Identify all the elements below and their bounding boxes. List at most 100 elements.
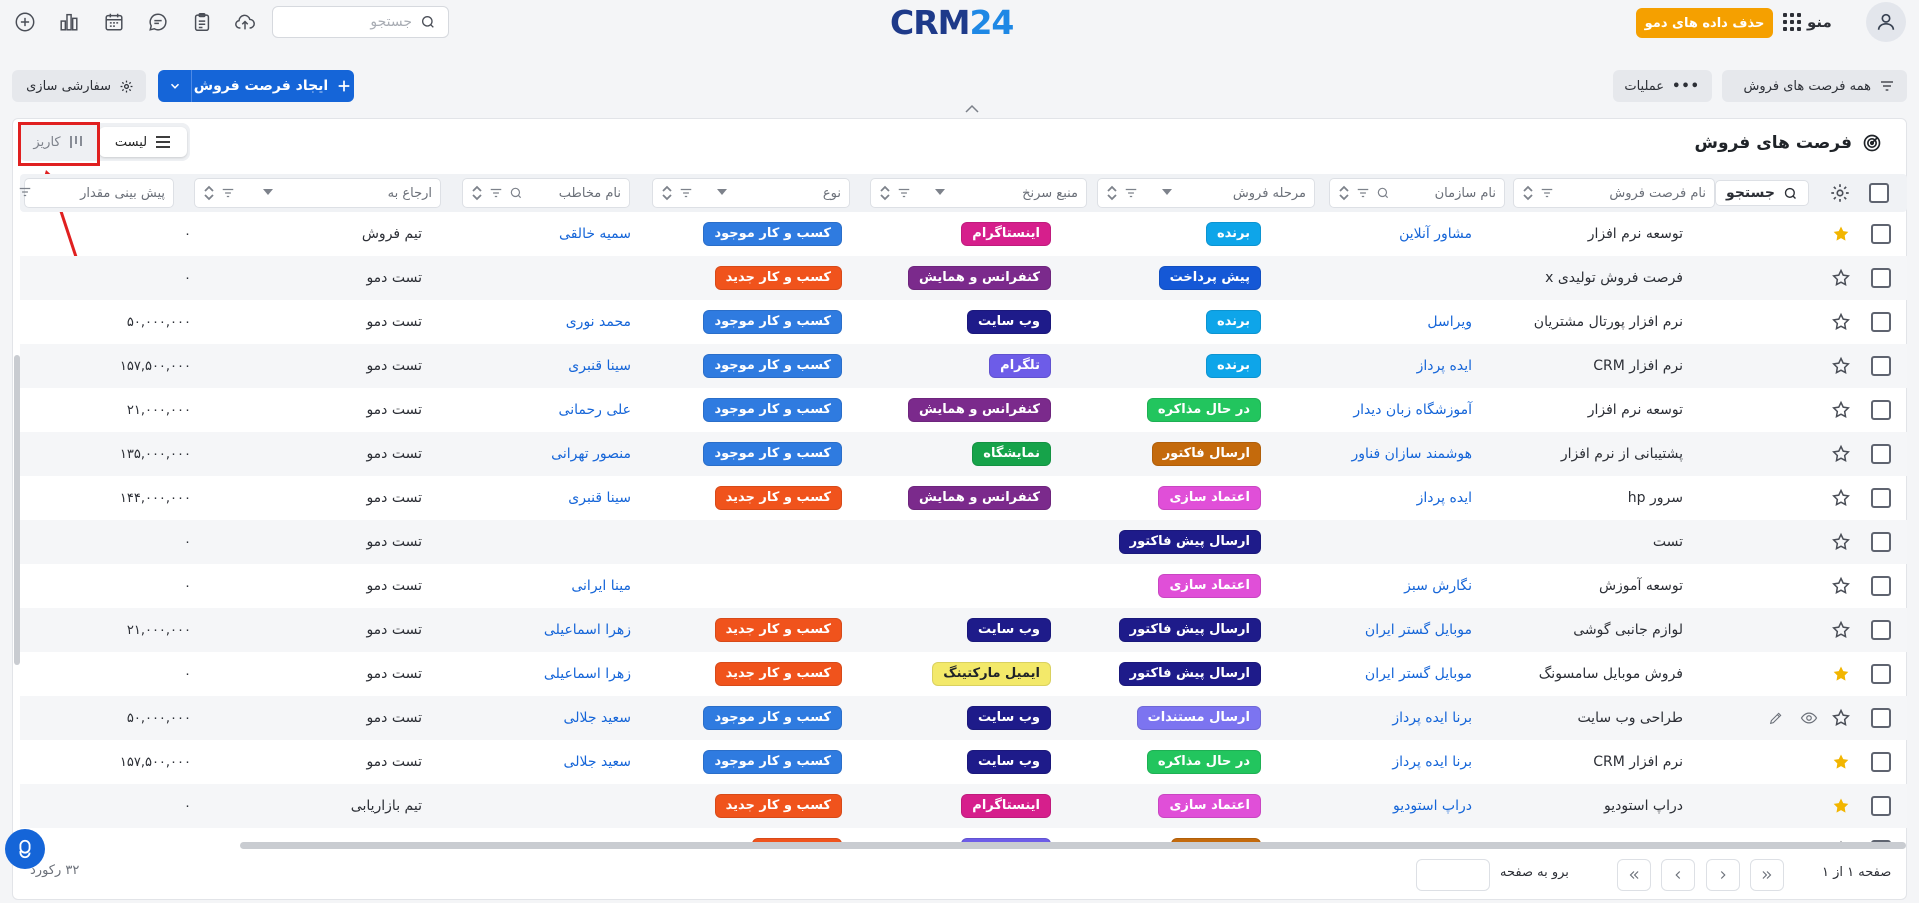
contact-link[interactable]: سینا قنبری bbox=[568, 490, 631, 506]
sort-icon[interactable] bbox=[471, 185, 483, 201]
star-filled-icon[interactable] bbox=[1829, 784, 1853, 828]
add-circle-icon[interactable] bbox=[12, 9, 38, 35]
create-opportunity-button[interactable]: ایجاد فرصت فروش bbox=[192, 70, 354, 102]
organization-link[interactable]: ویراسل bbox=[1427, 314, 1472, 330]
star-filled-icon[interactable] bbox=[1829, 652, 1853, 696]
organization-link[interactable]: موبایل گستر ایران bbox=[1364, 666, 1472, 682]
table-row[interactable]: نرم افزار CRM برنا ایده پرداز در حال مذاکر… bbox=[20, 740, 1907, 784]
clipboard-icon[interactable] bbox=[189, 9, 215, 35]
select-all-checkbox[interactable] bbox=[1869, 183, 1889, 203]
column-settings-gear-icon[interactable] bbox=[1829, 182, 1851, 208]
contact-link[interactable]: مینا ایرانی bbox=[571, 578, 631, 594]
menu-button[interactable]: منو bbox=[1783, 10, 1832, 34]
filter-icon[interactable] bbox=[897, 186, 911, 200]
sort-icon[interactable] bbox=[879, 185, 891, 201]
contact-link[interactable]: سمیه خالقی bbox=[559, 226, 631, 242]
contact-link[interactable]: سعید جلالی bbox=[563, 754, 631, 770]
star-icon[interactable] bbox=[1829, 564, 1853, 608]
row-checkbox[interactable] bbox=[1871, 356, 1891, 376]
table-row[interactable]: فرصت فروش تولیدی x پیش پرداخت کنفرانس و هم… bbox=[20, 256, 1907, 300]
column-search-button[interactable]: جستجو bbox=[1715, 180, 1809, 206]
sort-icon[interactable] bbox=[1106, 185, 1118, 201]
contact-link[interactable]: سعید جلالی bbox=[563, 710, 631, 726]
organization-link[interactable]: هوشمند سازان فناور bbox=[1351, 446, 1472, 462]
table-row[interactable]: طراحی وب سایت برنا ایده پرداز ارسال مستندا… bbox=[20, 696, 1907, 740]
sort-icon[interactable] bbox=[1338, 185, 1350, 201]
filter-icon[interactable] bbox=[1124, 186, 1138, 200]
horizontal-scrollbar[interactable] bbox=[240, 842, 1906, 849]
contact-link[interactable]: منصور تهرانی bbox=[551, 446, 631, 462]
row-checkbox[interactable] bbox=[1871, 444, 1891, 464]
table-row[interactable]: نرم افزار CRM ایده پرداز برنده تلگرام کسب و … bbox=[20, 344, 1907, 388]
last-page-button[interactable] bbox=[1750, 859, 1784, 891]
collapse-chevron-up-icon[interactable] bbox=[963, 102, 981, 120]
row-checkbox[interactable] bbox=[1871, 752, 1891, 772]
organization-link[interactable]: برنا ایده پرداز bbox=[1392, 710, 1472, 726]
organization-link[interactable]: ایده پرداز bbox=[1416, 490, 1472, 506]
star-icon[interactable] bbox=[1829, 256, 1853, 300]
table-row[interactable]: توسعه نرم افزار مشاور آنلاین برنده اینستاگر… bbox=[20, 212, 1907, 256]
filter-org[interactable]: نام سازمان bbox=[1329, 178, 1505, 208]
first-page-button[interactable] bbox=[1617, 859, 1651, 891]
row-checkbox[interactable] bbox=[1871, 488, 1891, 508]
filter-stage[interactable]: مرحله فروش bbox=[1097, 178, 1315, 208]
row-checkbox[interactable] bbox=[1871, 576, 1891, 596]
star-icon[interactable] bbox=[1829, 476, 1853, 520]
prev-page-button[interactable] bbox=[1661, 859, 1695, 891]
user-avatar[interactable] bbox=[1866, 2, 1906, 42]
operations-button[interactable]: ••• عملیات bbox=[1613, 70, 1712, 102]
table-row[interactable]: تست ارسال پیش فاکتور تست دمو ۰ bbox=[20, 520, 1907, 564]
row-checkbox[interactable] bbox=[1871, 620, 1891, 640]
list-view-button[interactable]: لیست bbox=[99, 127, 187, 157]
contact-link[interactable]: محمد نوری bbox=[565, 314, 631, 330]
star-filled-icon[interactable] bbox=[1829, 740, 1853, 784]
support-chat-button[interactable] bbox=[5, 829, 45, 869]
table-row[interactable]: دراپ استودیو دراپ استودیو اعتماد سازی اینست… bbox=[20, 784, 1907, 828]
search-input[interactable] bbox=[285, 14, 412, 30]
organization-link[interactable]: دراپ استودیو bbox=[1393, 798, 1472, 814]
star-icon[interactable] bbox=[1829, 388, 1853, 432]
filter-icon[interactable] bbox=[1356, 186, 1370, 200]
star-filled-icon[interactable] bbox=[1829, 212, 1853, 256]
global-search[interactable] bbox=[272, 6, 449, 38]
organization-link[interactable]: موبایل گستر ایران bbox=[1364, 622, 1472, 638]
table-row[interactable]: نرم افزار پورتال مشتریان ویراسل برنده وب سا… bbox=[20, 300, 1907, 344]
row-checkbox[interactable] bbox=[1871, 400, 1891, 420]
next-page-button[interactable] bbox=[1706, 859, 1740, 891]
cloud-upload-icon[interactable] bbox=[232, 9, 258, 35]
filter-icon[interactable] bbox=[489, 186, 503, 200]
filter-source[interactable]: منبع سرنخ bbox=[870, 178, 1087, 208]
filter-name[interactable]: نام فرصت فروش bbox=[1513, 178, 1715, 208]
contact-link[interactable]: سینا قنبری bbox=[568, 358, 631, 374]
row-checkbox[interactable] bbox=[1871, 312, 1891, 332]
goto-page-input[interactable] bbox=[1416, 859, 1490, 891]
contact-link[interactable]: زهرا اسماعیلی bbox=[543, 666, 631, 682]
filter-icon[interactable] bbox=[1540, 186, 1554, 200]
all-opportunities-filter[interactable]: همه فرصت های فروش bbox=[1722, 70, 1907, 102]
table-row[interactable]: لوازم جانبی گوشی موبایل گستر ایران ارسال پ… bbox=[20, 608, 1907, 652]
contact-link[interactable]: علی رحمانی bbox=[558, 402, 631, 418]
star-icon[interactable] bbox=[1829, 520, 1853, 564]
filter-icon[interactable] bbox=[679, 186, 693, 200]
row-checkbox[interactable] bbox=[1871, 708, 1891, 728]
delete-demo-data-button[interactable]: حذف داده های دمو bbox=[1636, 8, 1773, 38]
calendar-icon[interactable] bbox=[101, 9, 127, 35]
table-row[interactable]: پشتیبانی از نرم افزار هوشمند سازان فناور ا… bbox=[20, 432, 1907, 476]
filter-icon[interactable] bbox=[221, 186, 235, 200]
sort-icon[interactable] bbox=[203, 185, 215, 201]
organization-link[interactable]: ایده پرداز bbox=[1416, 358, 1472, 374]
table-row[interactable]: فروش موبایل سامسونگ موبایل گستر ایران ارسا… bbox=[20, 652, 1907, 696]
table-row[interactable]: توسعه آموزش نگارش سبز اعتماد سازی مینا ایرا… bbox=[20, 564, 1907, 608]
filter-assigned[interactable]: ارجاع به bbox=[194, 178, 441, 208]
row-checkbox[interactable] bbox=[1871, 268, 1891, 288]
star-icon[interactable] bbox=[1829, 696, 1853, 740]
filter-contact[interactable]: نام مخاطب bbox=[462, 178, 630, 208]
filter-type[interactable]: نوع bbox=[652, 178, 850, 208]
sort-icon[interactable] bbox=[661, 185, 673, 201]
filter-icon[interactable] bbox=[18, 185, 32, 203]
star-icon[interactable] bbox=[1829, 432, 1853, 476]
create-dropdown-button[interactable] bbox=[158, 70, 192, 102]
filter-forecast[interactable]: پیش بینی مقدار bbox=[24, 178, 174, 208]
vertical-scrollbar[interactable] bbox=[14, 355, 20, 665]
bar-chart-icon[interactable] bbox=[56, 9, 82, 35]
